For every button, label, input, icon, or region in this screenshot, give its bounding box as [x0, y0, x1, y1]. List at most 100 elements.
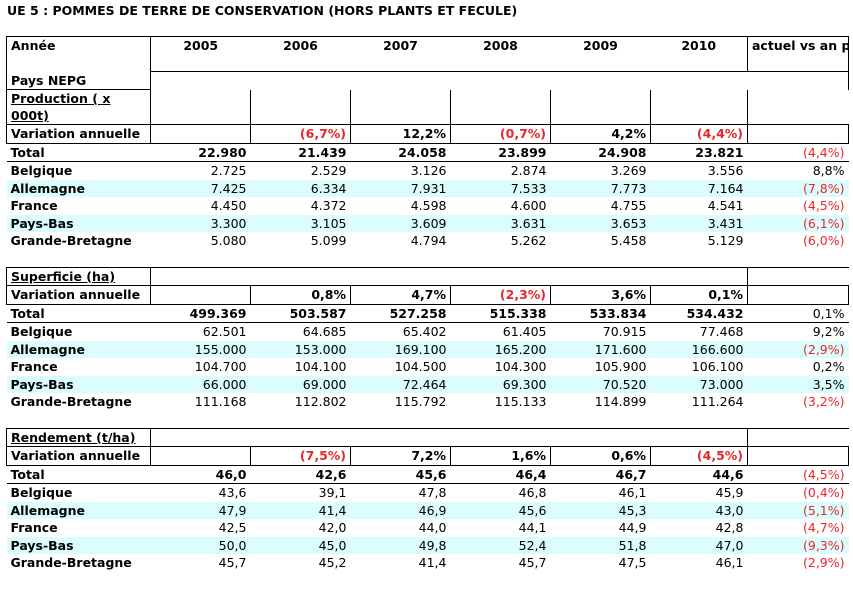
change-cell: (9,3%) [747, 536, 849, 554]
variation-row: Variation annuelle (6,7%) 12,2% (0,7%) 4,2%(… [6, 124, 849, 144]
value-cell: 2.725 [210, 163, 247, 179]
value-cell: 105.900 [594, 359, 647, 375]
country-row: Grande-Bretagne 45,7 45,2 41,4 45,7 47,5 46,1 (… [7, 554, 849, 572]
change-cell: 3,5% [747, 375, 849, 393]
value-cell: 3.609 [350, 214, 451, 232]
empty-cell [151, 411, 251, 429]
data-table: Année 2005 2006 2007 2008 2009 2010 actuel vs a… [6, 36, 849, 572]
value-cell: 46,8 [518, 485, 547, 501]
empty-cell [250, 89, 351, 125]
value-cell: 72.464 [350, 375, 451, 393]
variation-value: 3,6% [550, 285, 651, 305]
value-cell: 46,7 [550, 464, 651, 484]
value-cell: 23.899 [450, 142, 551, 162]
value-cell: 153.000 [250, 340, 351, 358]
empty-cell [150, 266, 251, 286]
change-cell: 9,2% [812, 324, 845, 340]
variation-value: 0,8% [250, 285, 351, 305]
value-cell: 50,0 [150, 536, 251, 554]
variation-value: 4,2% [550, 124, 651, 144]
empty-cell [451, 72, 551, 90]
value-cell: 47,9 [150, 501, 251, 519]
value-cell: 7.425 [150, 179, 251, 197]
empty-cell [747, 266, 849, 286]
empty-cell [748, 411, 849, 429]
section-title: Production ( x 000t) [6, 89, 151, 125]
empty-cell [350, 266, 451, 286]
value-cell: 4.598 [410, 198, 447, 214]
change-cell: 8,8% [812, 163, 845, 179]
country-row: Allemagne 7.425 6.334 7.931 7.533 7.773 7.164(… [6, 179, 849, 197]
empty-cell [747, 285, 849, 305]
section-title: Superficie (ha) [6, 266, 151, 286]
empty-cell [550, 427, 651, 447]
empty-cell [250, 427, 351, 447]
row-label: Allemagne [6, 340, 151, 358]
value-cell: 42,5 [218, 520, 247, 536]
value-cell: 3.431 [650, 214, 748, 232]
value-cell: 45,9 [715, 485, 744, 501]
change-cell: (0,4%) [802, 485, 845, 501]
row-label: Total [6, 142, 151, 162]
value-cell: 47,0 [650, 536, 748, 554]
value-cell: 44,9 [618, 520, 647, 536]
change-cell: (2,9%) [747, 340, 849, 358]
empty-cell [550, 89, 651, 125]
value-cell: 22.980 [150, 142, 251, 162]
value-cell: 104.500 [394, 359, 447, 375]
value-cell: 3.105 [250, 214, 351, 232]
header-actuel: actuel vs an passé [747, 36, 849, 72]
value-cell: 115.792 [394, 394, 447, 410]
value-cell: 3.631 [450, 214, 551, 232]
value-cell: 4.755 [610, 198, 647, 214]
empty-cell [551, 411, 651, 429]
empty-cell [350, 89, 451, 125]
change-cell: (6,1%) [747, 214, 849, 232]
value-cell: 44,6 [650, 464, 748, 484]
value-cell: 46,4 [450, 464, 551, 484]
value-cell: 24.058 [350, 142, 451, 162]
variation-value: (4,5%) [650, 446, 748, 466]
empty-cell [651, 250, 748, 268]
value-cell: 69.000 [250, 375, 351, 393]
header-row: Année 2005 2006 2007 2008 2009 2010 actuel vs a… [6, 36, 849, 72]
section-title: Rendement (t/ha) [6, 427, 151, 447]
value-cell: 41,4 [250, 501, 351, 519]
variation-label: Variation annuelle [6, 285, 151, 305]
country-row: Belgique 2.725 2.529 3.126 2.874 3.269 3.556 8,… [7, 162, 849, 180]
value-cell: 169.100 [350, 340, 451, 358]
value-cell: 62.501 [202, 324, 247, 340]
total-row: Total 499.369 503.587 527.258 515.338 533.834… [6, 303, 849, 323]
value-cell: 21.439 [250, 142, 351, 162]
value-cell: 5.458 [610, 233, 647, 249]
empty-cell [450, 427, 551, 447]
value-cell: 47,5 [618, 555, 647, 571]
value-cell: 73.000 [650, 375, 748, 393]
total-row: Total 22.980 21.439 24.058 23.899 24.908 23.82… [6, 142, 849, 162]
change-cell: (4,7%) [802, 520, 845, 536]
empty-cell [150, 71, 251, 90]
country-row: France 104.700 104.100 104.500 104.300 105.90… [7, 358, 849, 376]
value-cell: 114.899 [594, 394, 647, 410]
empty-cell [251, 72, 351, 90]
empty-cell [450, 266, 551, 286]
row-label: Allemagne [6, 179, 151, 197]
variation-value: 0,6% [550, 446, 651, 466]
value-cell: 45,7 [218, 555, 247, 571]
value-cell: 2.529 [310, 163, 347, 179]
change-cell: (4,5%) [802, 198, 845, 214]
value-cell: 66.000 [150, 375, 251, 393]
empty-cell [250, 266, 351, 286]
value-cell: 2.874 [510, 163, 547, 179]
value-cell: 46,1 [618, 485, 647, 501]
value-cell: 46,0 [150, 464, 251, 484]
row-label: Belgique [10, 485, 73, 501]
total-row: Total 46,0 42,6 45,6 46,4 46,7 44,6 (4,5%) [6, 464, 849, 484]
value-cell: 4.794 [410, 233, 447, 249]
value-cell: 6.334 [250, 179, 351, 197]
change-cell: 0,1% [747, 303, 849, 323]
value-cell: 4.372 [310, 198, 347, 214]
value-cell: 45,6 [450, 501, 551, 519]
value-cell: 106.100 [691, 359, 744, 375]
value-cell: 42,6 [250, 464, 351, 484]
